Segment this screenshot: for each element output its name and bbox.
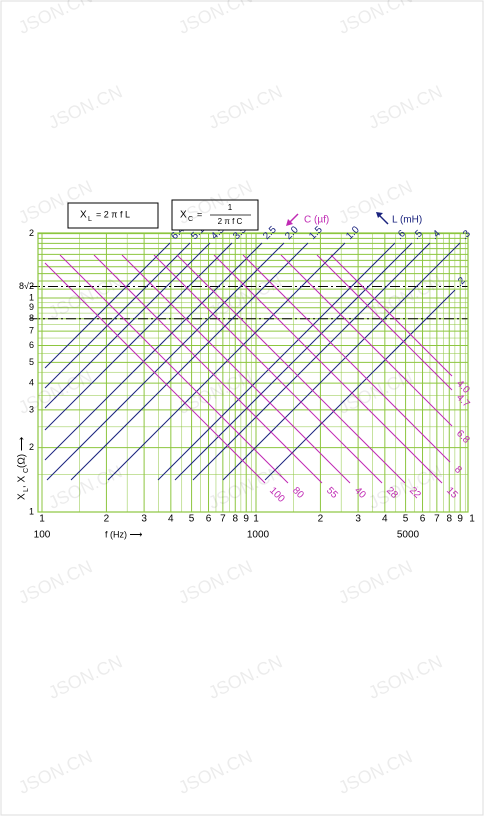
legend-arrow-head (286, 219, 293, 226)
formula-num: 1 (228, 203, 233, 212)
legend-c: C (µf) (304, 215, 329, 226)
inductance-line (174, 242, 413, 481)
x-tick-label: 7 (220, 514, 226, 525)
inductance-line (70, 242, 309, 481)
y-tick-label: 2 (29, 228, 34, 238)
capacitance-line (330, 254, 453, 377)
x-decade-label: 5000 (397, 530, 420, 541)
y-tick-label: 6 (29, 340, 34, 350)
x-tick-label: 9 (457, 514, 463, 525)
capacitance-line (242, 254, 451, 463)
inductance-line (44, 242, 211, 409)
legend-arrow-head (376, 212, 383, 218)
x-tick-label: 8 (232, 514, 238, 525)
x-tick-label: 9 (243, 514, 249, 525)
inductance-line (44, 242, 171, 369)
y-axis-label: X L , X C (Ω) ⟶ (17, 437, 30, 500)
formula-eq: = (197, 209, 202, 219)
x-tick-label: 6 (206, 514, 212, 525)
x-decade-label: 100 (34, 530, 51, 541)
x-tick-label: 6 (420, 514, 426, 525)
formula-box (67, 202, 159, 229)
y-tick-label: 5 (29, 357, 34, 367)
plot-border (37, 232, 469, 513)
x-axis-label: f (Hz) ⟶ (105, 529, 142, 539)
y-label-sub: L (23, 488, 30, 492)
capacitance-line (121, 254, 351, 484)
x-tick-label: 4 (382, 514, 388, 525)
y-tick-label: 8√2 (19, 281, 34, 291)
formula-sub: L (88, 216, 92, 223)
x-tick-label: 5 (403, 514, 409, 525)
capacitance-line (176, 254, 406, 484)
y-tick-label: 1 (29, 506, 34, 516)
x-tick-label: 7 (434, 514, 440, 525)
x-tick-label: 2 (104, 514, 110, 525)
y-label-symbol: X (17, 493, 28, 500)
capacitance-line (59, 254, 289, 484)
y-tick-label: 9 (29, 302, 34, 312)
inductance-line (192, 242, 431, 481)
y-tick-label: 2 (29, 442, 34, 452)
x-decade-label: 1000 (247, 530, 270, 541)
formula-den: 2 π f C (218, 217, 243, 226)
x-tick-label: 5 (189, 514, 195, 525)
inductance-line (222, 242, 461, 481)
capacitance-line (153, 254, 383, 484)
inductance-line (264, 289, 456, 481)
x-tick-label: 3 (141, 514, 147, 525)
capacitance-line (44, 262, 266, 484)
x-tick-label: 1 (39, 514, 45, 525)
capacitance-line (213, 254, 443, 484)
inductance-line (46, 242, 285, 481)
x-tick-label: 8 (446, 514, 452, 525)
inductance-line (44, 242, 233, 431)
formula-symbol: X (80, 210, 87, 221)
x-tick-label: 1 (253, 514, 259, 525)
capacitance-line (280, 254, 453, 427)
x-tick-label: 2 (318, 514, 324, 525)
formula-expr: = 2 π f L (96, 209, 130, 219)
y-label-mid: , X (17, 475, 28, 488)
inductance-line (157, 242, 396, 481)
y-tick-label: 8 (29, 313, 34, 323)
y-tick-label: 4 (29, 378, 34, 388)
x-tick-label: 1 (469, 514, 475, 525)
inductance-line (107, 242, 346, 481)
y-tick-label: 1 (29, 292, 34, 302)
capacitance-line (93, 254, 323, 484)
formula-sub: C (188, 216, 193, 223)
capacitance-line (316, 254, 453, 391)
x-tick-label: 4 (168, 514, 174, 525)
y-tick-label: 3 (29, 404, 34, 414)
formula-symbol: X (180, 210, 187, 221)
y-tick-label: 7 (29, 326, 34, 336)
y-label-sub: C (23, 468, 30, 473)
x-tick-label: 3 (355, 514, 361, 525)
legend-l: L (mH) (392, 215, 422, 226)
inductance-line (44, 242, 263, 461)
y-label-unit: (Ω) ⟶ (17, 437, 28, 468)
